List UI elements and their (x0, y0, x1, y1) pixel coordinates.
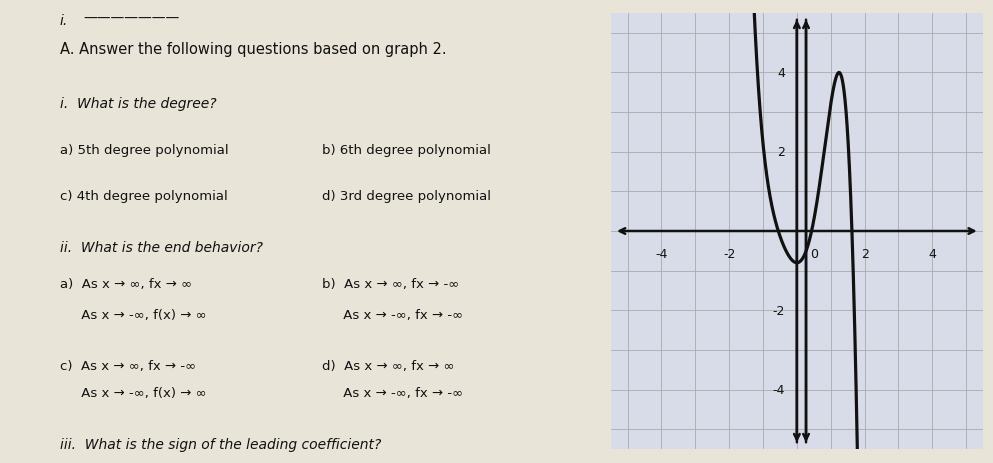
Text: 4: 4 (928, 247, 936, 260)
Text: ———————: ——————— (83, 12, 180, 25)
Text: As x → -∞, fx → -∞: As x → -∞, fx → -∞ (322, 387, 463, 400)
Text: 4: 4 (778, 67, 785, 80)
Text: iii.  What is the sign of the leading coefficient?: iii. What is the sign of the leading coe… (60, 438, 381, 451)
Text: As x → -∞, f(x) → ∞: As x → -∞, f(x) → ∞ (60, 387, 207, 400)
Text: b) 6th degree polynomial: b) 6th degree polynomial (322, 144, 491, 156)
Text: 2: 2 (778, 146, 785, 159)
Text: d) 3rd degree polynomial: d) 3rd degree polynomial (322, 190, 491, 203)
Text: i.: i. (60, 14, 68, 28)
Text: ii.  What is the end behavior?: ii. What is the end behavior? (60, 241, 262, 255)
Text: b)  As x → ∞, fx → -∞: b) As x → ∞, fx → -∞ (322, 278, 459, 291)
Text: -4: -4 (773, 383, 785, 396)
Text: a)  As x → ∞, fx → ∞: a) As x → ∞, fx → ∞ (60, 278, 192, 291)
Text: a) 5th degree polynomial: a) 5th degree polynomial (60, 144, 228, 156)
Text: 2: 2 (861, 247, 869, 260)
Text: -2: -2 (773, 304, 785, 317)
Text: i.  What is the degree?: i. What is the degree? (60, 97, 216, 111)
Text: -4: -4 (655, 247, 667, 260)
Text: c)  As x → ∞, fx → -∞: c) As x → ∞, fx → -∞ (60, 359, 196, 372)
Text: As x → -∞, f(x) → ∞: As x → -∞, f(x) → ∞ (60, 308, 207, 321)
Text: d)  As x → ∞, fx → ∞: d) As x → ∞, fx → ∞ (322, 359, 454, 372)
Text: -2: -2 (723, 247, 736, 260)
Text: c) 4th degree polynomial: c) 4th degree polynomial (60, 190, 227, 203)
Text: 0: 0 (810, 247, 818, 260)
Text: A. Answer the following questions based on graph 2.: A. Answer the following questions based … (60, 42, 446, 56)
Text: As x → -∞, fx → -∞: As x → -∞, fx → -∞ (322, 308, 463, 321)
